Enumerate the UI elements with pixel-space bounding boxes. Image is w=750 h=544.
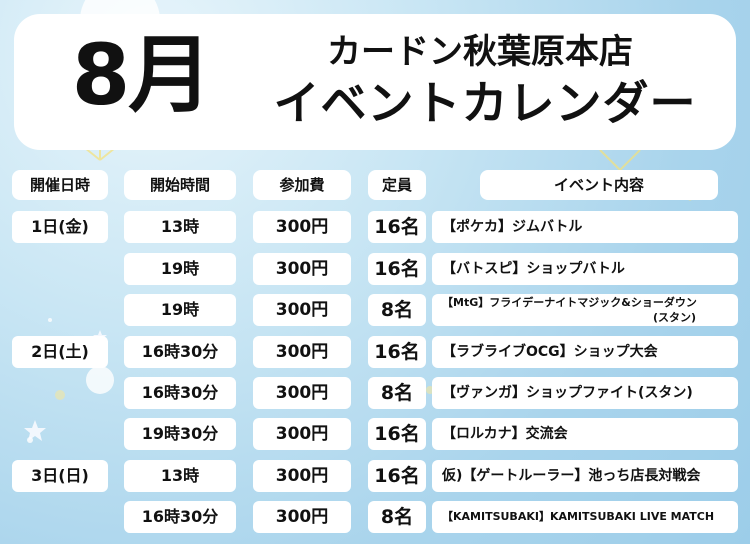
column-header-start-time: 開始時間 — [124, 170, 236, 200]
table-row-capacity: 8名 — [368, 377, 426, 409]
column-header-fee: 参加費 — [253, 170, 351, 200]
table-row-time: 19時30分 — [124, 418, 236, 450]
table-row-time: 19時 — [124, 253, 236, 285]
table-row-date: 3日(日) — [12, 460, 108, 492]
table-row-fee: 300円 — [253, 211, 351, 243]
table-row-capacity: 16名 — [368, 418, 426, 450]
column-header-capacity: 定員 — [368, 170, 426, 200]
table-row-event: 【ヴァンガ】ショップファイト(スタン) — [432, 377, 738, 409]
table-row-time: 13時 — [124, 211, 236, 243]
table-row-fee: 300円 — [253, 460, 351, 492]
table-row-time: 16時30分 — [124, 336, 236, 368]
store-name: カードン秋葉原本店 — [327, 32, 633, 72]
month-title: 8月 — [71, 26, 212, 124]
table-row-event: 【ポケカ】ジムバトル — [432, 211, 738, 243]
title-card — [14, 14, 736, 150]
table-row-date: 2日(土) — [12, 336, 108, 368]
table-row-date: 1日(金) — [12, 211, 108, 243]
table-row-fee: 300円 — [253, 418, 351, 450]
table-row-fee: 300円 — [253, 294, 351, 326]
table-row-capacity: 16名 — [368, 460, 426, 492]
table-row-time: 19時 — [124, 294, 236, 326]
column-header-event: イベント内容 — [480, 170, 718, 200]
table-row-fee: 300円 — [253, 377, 351, 409]
table-row-time: 16時30分 — [124, 501, 236, 533]
table-row-fee: 300円 — [253, 253, 351, 285]
table-row-capacity: 16名 — [368, 336, 426, 368]
table-row-capacity: 8名 — [368, 294, 426, 326]
calendar-title: イベントカレンダー — [273, 76, 697, 130]
table-row-fee: 300円 — [253, 501, 351, 533]
table-row-capacity: 16名 — [368, 253, 426, 285]
table-row-fee: 300円 — [253, 336, 351, 368]
event-line-1: 【MtG】フライデーナイトマジック&ショーダウン — [442, 296, 697, 309]
event-line-2: (スタン) — [652, 311, 696, 324]
table-row-time: 13時 — [124, 460, 236, 492]
table-row-event: 【ラブライブOCG】ショップ大会 — [432, 336, 738, 368]
table-row-event: 【バトスピ】ショップバトル — [432, 253, 738, 285]
table-row-event: 仮)【ゲートルーラー】池っち店長対戦会 — [432, 460, 738, 492]
table-row-event: 【MtG】フライデーナイトマジック&ショーダウン (スタン) — [432, 294, 738, 326]
table-row-time: 16時30分 — [124, 377, 236, 409]
table-row-event: 【KAMITSUBAKI】KAMITSUBAKI LIVE MATCH — [432, 501, 738, 533]
table-row-capacity: 8名 — [368, 501, 426, 533]
column-header-date: 開催日時 — [12, 170, 108, 200]
table-row-capacity: 16名 — [368, 211, 426, 243]
table-row-event: 【ロルカナ】交流会 — [432, 418, 738, 450]
